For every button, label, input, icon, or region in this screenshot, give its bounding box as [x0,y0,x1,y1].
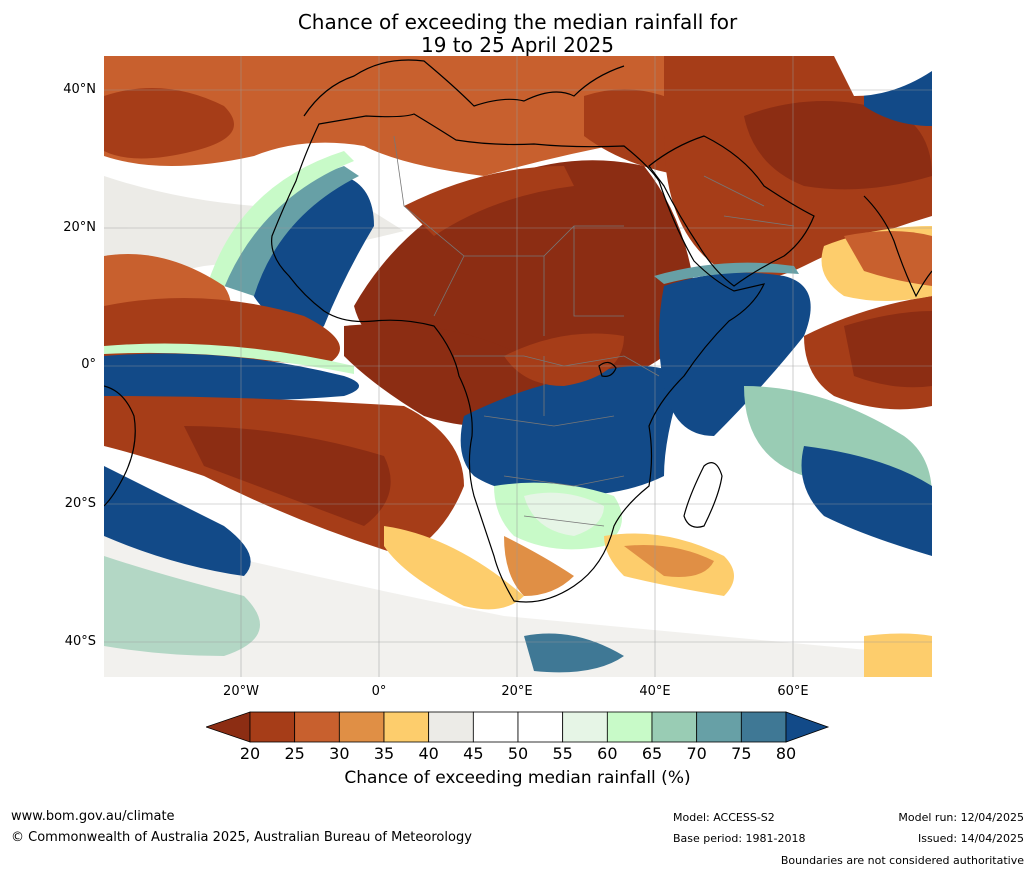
dry-mediterranean [104,56,684,176]
wet-horn-of-africa [659,272,811,436]
border-line [433,226,624,336]
colorbar-tick-label: 80 [775,744,797,763]
border-line [703,175,795,227]
lon-label-20w: 20°W [223,684,259,699]
wet-west-africa [244,176,374,336]
dry-sahara-rim [404,166,574,236]
colorbar-tick-label: 25 [284,744,305,763]
wet-equatorial-atlantic [104,353,359,401]
colorbar-tick-label: 65 [641,744,663,763]
colorbar-segment [740,711,787,743]
model-run-date: Model run: 12/04/2025 [898,811,1024,824]
lat-label-40n: 40°N [63,82,96,97]
border-line [483,356,615,427]
grey-belt-south [104,526,932,677]
arabia-coastline [648,135,815,287]
wet-west-africa-rim [224,166,359,296]
wet-central-africa [460,366,684,496]
lat-label-20s: 20°S [64,496,96,511]
dry-central-africa [504,333,624,386]
colorbar-tick-label: 35 [373,744,395,763]
amber-south-east [864,633,932,677]
colorbar-segment [472,711,519,743]
wet-south-indian-ocean [801,446,932,556]
dry-india [844,231,932,286]
light-southern-africa [524,492,604,536]
light-caspian-rim [834,56,932,96]
south-america-coastline [104,385,136,507]
lon-label-40e: 40°E [639,684,671,699]
amber-south-atlantic [384,526,524,610]
lon-label-20e: 20°E [501,684,533,699]
boundary-disclaimer: Boundaries are not considered authoritat… [780,854,1024,867]
lat-label-0: 0° [81,357,96,372]
colorbar-segment [517,711,564,743]
map-title-line-2: 19 to 25 April 2025 [420,33,615,57]
border-line [393,135,624,257]
dry-mozambique [624,545,714,577]
base-period: Base period: 1981-2018 [673,832,806,845]
dry-europe-core [104,88,234,159]
europe-coastline [303,59,625,117]
colorbar-tick-label: 50 [507,744,529,763]
india-coastline [863,195,932,298]
colorbar-tick-label: 70 [686,744,707,763]
map-title-line-1: Chance of exceeding the median rainfall … [297,10,738,34]
light-equatorial-rim [104,343,354,374]
wet-south-pocket [524,633,624,673]
colorbar-segment [338,711,385,743]
africa-coastline [271,113,766,603]
issued-date: Issued: 14/04/2025 [917,832,1024,845]
colorbar [206,711,830,743]
madagascar-coastline [683,462,723,528]
colorbar-tick-label: 75 [731,744,752,763]
copyright-notice: © Commonwealth of Australia 2025, Austra… [11,830,472,845]
colorbar-tick-label: 20 [239,744,261,763]
lake-victoria [598,361,617,377]
colorbar-segment [383,711,430,743]
colorbar-title: Chance of exceeding median rainfall (%) [344,768,691,788]
colorbar-segment [696,711,742,743]
colorbar-segment [562,711,608,743]
border-line [454,355,660,377]
dry-iran [744,101,932,190]
rainfall-probability-map [104,56,932,677]
colorbar-segment [294,711,340,743]
amber-south-africa [504,536,574,596]
colorbar-segment [428,711,474,743]
colorbar-segment [651,711,698,743]
map-canvas [104,56,932,677]
colorbar-tick-label: 45 [463,744,484,763]
lat-label-20n: 20°N [63,220,96,235]
colorbar-segment [606,711,653,743]
dry-indian-core [844,311,932,388]
lat-label-40s: 40°S [64,634,96,649]
model-name: Model: ACCESS-S2 [673,811,775,824]
colorbar-tick-label: 30 [329,744,350,763]
colorbar-high-arrow [785,711,830,743]
border-line [503,475,625,527]
lon-label-60e: 60°E [777,684,809,699]
colorbar-tick-label: 40 [418,744,439,763]
dry-equatorial-africa [344,324,547,426]
colorbar-tick-label: 60 [597,744,618,763]
lon-label-0: 0° [371,684,387,699]
green-south-atlantic [104,556,260,656]
colorbar-segment [249,711,296,743]
colorbar-low-arrow [206,711,251,743]
dry-south-atlantic-core [184,426,391,526]
colorbar-tick-label: 55 [552,744,573,763]
wet-south-atlantic [104,466,251,576]
website-link[interactable]: www.bom.gov.au/climate [11,809,175,824]
